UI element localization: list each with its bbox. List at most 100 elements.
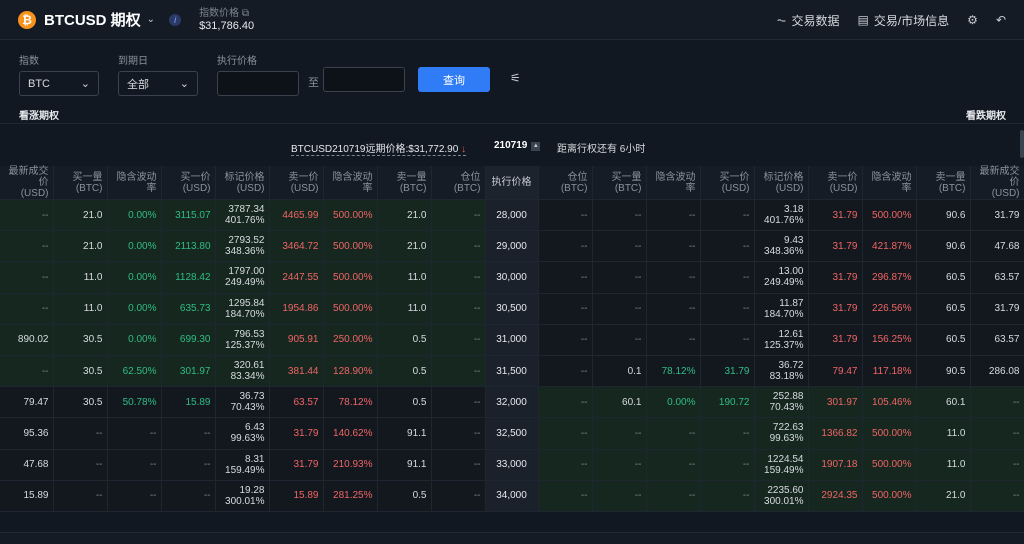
put-last-price-cell[interactable]: -- xyxy=(970,386,1024,419)
call-bid-iv-cell[interactable]: -- xyxy=(107,480,162,512)
put-position-cell[interactable]: -- xyxy=(538,293,593,325)
put-ask-iv-cell[interactable]: 500.00% xyxy=(862,480,917,512)
call-position-cell[interactable]: -- xyxy=(431,199,486,232)
table-row[interactable]: 890.02 30.5 0.00% 699.30 796.53 125.37% 905.91… xyxy=(0,324,1024,356)
calls-col-bid-iv-header[interactable]: 隐含波动率 xyxy=(107,166,162,200)
put-bid-iv-cell[interactable]: -- xyxy=(646,230,701,263)
call-ask-iv-cell[interactable]: 140.62% xyxy=(323,417,378,450)
put-bid-iv-cell[interactable]: 78.12% xyxy=(646,355,701,388)
put-bid-size-cell[interactable]: -- xyxy=(592,230,647,263)
call-ask-size-cell[interactable]: 11.0 xyxy=(377,293,432,325)
put-bid-size-cell[interactable]: -- xyxy=(592,261,647,294)
call-ask-size-cell[interactable]: 0.5 xyxy=(377,324,432,356)
put-mark-price-cell[interactable]: 9.43 348.36% xyxy=(754,230,809,263)
call-position-cell[interactable]: -- xyxy=(431,293,486,325)
put-ask-price-cell[interactable]: 31.79 xyxy=(808,199,863,232)
call-bid-iv-cell[interactable]: 0.00% xyxy=(107,230,162,263)
put-bid-price-cell[interactable]: -- xyxy=(700,480,755,512)
table-settings-icon[interactable]: ⚟ xyxy=(510,71,521,85)
puts-col-ask-size-header[interactable]: 卖一量 (BTC) xyxy=(916,166,971,200)
call-ask-size-cell[interactable]: 21.0 xyxy=(377,230,432,263)
call-last-price-cell[interactable]: -- xyxy=(0,293,54,325)
put-ask-iv-cell[interactable]: 156.25% xyxy=(862,324,917,356)
call-bid-price-cell[interactable]: 3115.07 xyxy=(161,199,216,232)
call-bid-iv-cell[interactable]: -- xyxy=(107,417,162,450)
call-bid-size-cell[interactable]: -- xyxy=(53,480,108,512)
put-position-cell[interactable]: -- xyxy=(538,480,593,512)
call-mark-price-cell[interactable]: 6.43 99.63% xyxy=(215,417,270,450)
call-ask-iv-cell[interactable]: 500.00% xyxy=(323,261,378,294)
put-last-price-cell[interactable]: 63.57 xyxy=(970,261,1024,294)
put-ask-size-cell[interactable]: 60.5 xyxy=(916,293,971,325)
call-ask-iv-cell[interactable]: 128.90% xyxy=(323,355,378,388)
call-last-price-cell[interactable]: -- xyxy=(0,261,54,294)
table-row[interactable]: -- 21.0 0.00% 2113.80 2793.52 348.36% 3464.72 5… xyxy=(0,230,1024,263)
call-bid-iv-cell[interactable]: 0.00% xyxy=(107,324,162,356)
put-ask-size-cell[interactable]: 60.1 xyxy=(916,386,971,419)
call-position-cell[interactable]: -- xyxy=(431,355,486,388)
put-position-cell[interactable]: -- xyxy=(538,199,593,232)
call-ask-price-cell[interactable]: 905.91 xyxy=(269,324,324,356)
put-last-price-cell[interactable]: -- xyxy=(970,480,1024,512)
put-bid-price-cell[interactable]: -- xyxy=(700,199,755,232)
put-position-cell[interactable]: -- xyxy=(538,355,593,388)
call-position-cell[interactable]: -- xyxy=(431,324,486,356)
put-bid-size-cell[interactable]: -- xyxy=(592,417,647,450)
put-ask-iv-cell[interactable]: 226.56% xyxy=(862,293,917,325)
call-ask-price-cell[interactable]: 381.44 xyxy=(269,355,324,388)
calls-col-ask-size-header[interactable]: 卖一量 (BTC) xyxy=(377,166,432,200)
puts-col-bid-iv-header[interactable]: 隐含波动率 xyxy=(646,166,701,200)
table-row[interactable]: -- 11.0 0.00% 1128.42 1797.00 249.49% 2447.55 5… xyxy=(0,261,1024,294)
call-position-cell[interactable]: -- xyxy=(431,480,486,512)
table-row[interactable]: 79.47 30.5 50.78% 15.89 36.73 70.43% 63.57 78.1… xyxy=(0,386,1024,419)
put-bid-size-cell[interactable]: 60.1 xyxy=(592,386,647,419)
puts-col-mark-price-header[interactable]: 标记价格 (USD) xyxy=(754,166,809,200)
put-ask-price-cell[interactable]: 79.47 xyxy=(808,355,863,388)
call-bid-price-cell[interactable]: 15.89 xyxy=(161,386,216,419)
call-bid-size-cell[interactable]: 30.5 xyxy=(53,386,108,419)
call-bid-iv-cell[interactable]: 0.00% xyxy=(107,293,162,325)
put-ask-price-cell[interactable]: 301.97 xyxy=(808,386,863,419)
calls-col-ask-price-header[interactable]: 卖一价 (USD) xyxy=(269,166,324,200)
call-mark-price-cell[interactable]: 796.53 125.37% xyxy=(215,324,270,356)
call-position-cell[interactable]: -- xyxy=(431,417,486,450)
put-ask-size-cell[interactable]: 11.0 xyxy=(916,449,971,481)
forward-price[interactable]: BTCUSD210719远期价格:$31,772.90 ↓ xyxy=(291,140,467,156)
call-bid-price-cell[interactable]: 635.73 xyxy=(161,293,216,325)
call-bid-size-cell[interactable]: -- xyxy=(53,417,108,450)
put-ask-size-cell[interactable]: 21.0 xyxy=(916,480,971,512)
call-ask-price-cell[interactable]: 31.79 xyxy=(269,449,324,481)
call-mark-price-cell[interactable]: 3787.34 401.76% xyxy=(215,199,270,232)
calls-col-position-header[interactable]: 仓位 (BTC) xyxy=(431,166,486,200)
call-ask-size-cell[interactable]: 91.1 xyxy=(377,449,432,481)
puts-col-last-price-header[interactable]: 最新成交价 (USD) xyxy=(970,166,1024,200)
put-ask-iv-cell[interactable]: 296.87% xyxy=(862,261,917,294)
put-bid-price-cell[interactable]: -- xyxy=(700,449,755,481)
put-last-price-cell[interactable]: 31.79 xyxy=(970,293,1024,325)
call-bid-iv-cell[interactable]: 62.50% xyxy=(107,355,162,388)
call-bid-size-cell[interactable]: 11.0 xyxy=(53,261,108,294)
calls-col-mark-price-header[interactable]: 标记价格 (USD) xyxy=(215,166,270,200)
put-last-price-cell[interactable]: -- xyxy=(970,417,1024,450)
call-ask-price-cell[interactable]: 4465.99 xyxy=(269,199,324,232)
call-ask-price-cell[interactable]: 63.57 xyxy=(269,386,324,419)
back-icon[interactable]: ↶ xyxy=(995,13,1006,27)
chevron-down-icon[interactable]: ⌄ xyxy=(146,14,156,25)
table-row[interactable]: -- 30.5 62.50% 301.97 320.61 83.34% 381.44 128.… xyxy=(0,355,1024,388)
strike-min-input[interactable] xyxy=(217,71,299,96)
call-ask-iv-cell[interactable]: 500.00% xyxy=(323,230,378,263)
put-bid-price-cell[interactable]: -- xyxy=(700,230,755,263)
call-bid-size-cell[interactable]: 30.5 xyxy=(53,324,108,356)
call-mark-price-cell[interactable]: 1295.84 184.70% xyxy=(215,293,270,325)
put-mark-price-cell[interactable]: 1224.54 159.49% xyxy=(754,449,809,481)
put-bid-size-cell[interactable]: 0.1 xyxy=(592,355,647,388)
puts-col-ask-price-header[interactable]: 卖一价 (USD) xyxy=(808,166,863,200)
scrollbar[interactable] xyxy=(1020,130,1024,158)
call-ask-price-cell[interactable]: 31.79 xyxy=(269,417,324,450)
put-ask-size-cell[interactable]: 60.5 xyxy=(916,261,971,294)
put-bid-iv-cell[interactable]: -- xyxy=(646,199,701,232)
gear-icon[interactable]: ⚙ xyxy=(967,13,978,27)
call-mark-price-cell[interactable]: 2793.52 348.36% xyxy=(215,230,270,263)
put-ask-price-cell[interactable]: 31.79 xyxy=(808,230,863,263)
put-position-cell[interactable]: -- xyxy=(538,230,593,263)
